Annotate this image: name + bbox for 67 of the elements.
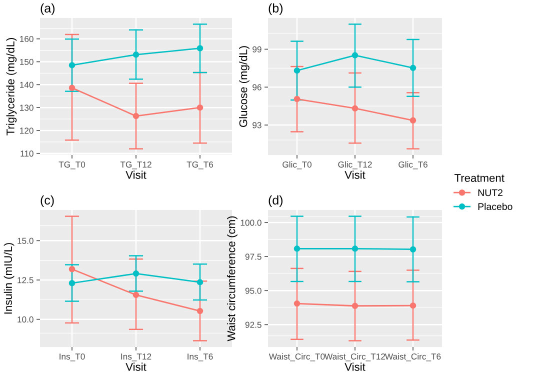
x-tick-label: Glic_T12 [338, 161, 372, 170]
point [352, 52, 358, 58]
point [68, 84, 76, 91]
point [196, 104, 204, 111]
point [294, 300, 300, 307]
point [294, 67, 300, 74]
point [132, 52, 140, 58]
point [132, 270, 140, 277]
x-tick-label: Glic_T6 [398, 161, 428, 170]
x-tick-label: Waist_Circ_T0 [268, 353, 325, 362]
y-tick-label: 100.0 [240, 220, 262, 226]
x-tick-label: TG_T12 [120, 161, 152, 170]
x-tick-label: Ins_T6 [188, 353, 213, 362]
point [410, 117, 416, 124]
legend-title: Treatment [454, 174, 504, 182]
y-tick-label: 92.5 [245, 322, 262, 328]
point [68, 62, 76, 68]
point [68, 280, 76, 286]
y-tick-label: 140 [20, 82, 34, 88]
chart-title: (a) [40, 3, 54, 16]
point [196, 45, 204, 52]
x-tick-label: TG_T6 [186, 161, 214, 170]
point [132, 292, 140, 298]
x-tick-label: Waist_Circ_T12 [324, 353, 386, 362]
point [410, 246, 416, 252]
y-tick-label: 10.0 [18, 316, 34, 323]
x-tick-label: Ins_T0 [60, 353, 85, 362]
y-axis-title: Insulin (mIU/L) [4, 243, 14, 314]
y-tick-label: 12.5 [18, 277, 34, 284]
point [410, 64, 416, 72]
point [352, 302, 358, 309]
x-axis-title: Visit [126, 170, 146, 179]
x-axis-title: Visit [344, 170, 366, 179]
point [294, 96, 300, 102]
x-tick-label: Waist_Circ_T6 [384, 353, 441, 362]
x-tick-label: TG_T0 [58, 161, 86, 170]
point [352, 246, 358, 252]
y-tick-label: 15.0 [18, 238, 34, 244]
y-tick-label: 150 [20, 58, 34, 65]
y-axis-title: Waist circumference (cm) [227, 216, 238, 342]
y-axis-title: Glucose (mg/dL) [239, 46, 250, 128]
x-axis-title: Visit [344, 362, 366, 371]
y-tick-label: 160 [20, 36, 34, 42]
y-tick-label: 110 [20, 150, 34, 157]
y-tick-label: 95.0 [245, 288, 262, 294]
point [352, 105, 358, 112]
point [410, 302, 416, 309]
point [132, 112, 140, 120]
y-tick-label: 99 [252, 46, 262, 52]
y-tick-label: 120 [20, 128, 34, 134]
y-tick-label: 97.5 [245, 254, 262, 260]
x-tick-label: Ins_T12 [121, 353, 152, 362]
legend-label: Placebo [478, 202, 512, 210]
x-tick-label: Glic_T0 [282, 161, 312, 170]
chart-title: (b) [268, 3, 282, 16]
x-axis-title: Visit [126, 362, 146, 371]
point [294, 246, 300, 252]
y-tick-label: 130 [20, 104, 34, 111]
chart-title: (d) [268, 195, 282, 208]
chart-title: (c) [40, 195, 54, 208]
point [68, 266, 76, 272]
y-tick-label: 93 [252, 122, 262, 128]
y-tick-label: 96 [252, 84, 262, 90]
y-axis-title: Triglyceride (mg/dL) [6, 38, 17, 136]
legend-label: NUT2 [478, 189, 502, 196]
point [196, 308, 204, 314]
point [196, 279, 204, 286]
